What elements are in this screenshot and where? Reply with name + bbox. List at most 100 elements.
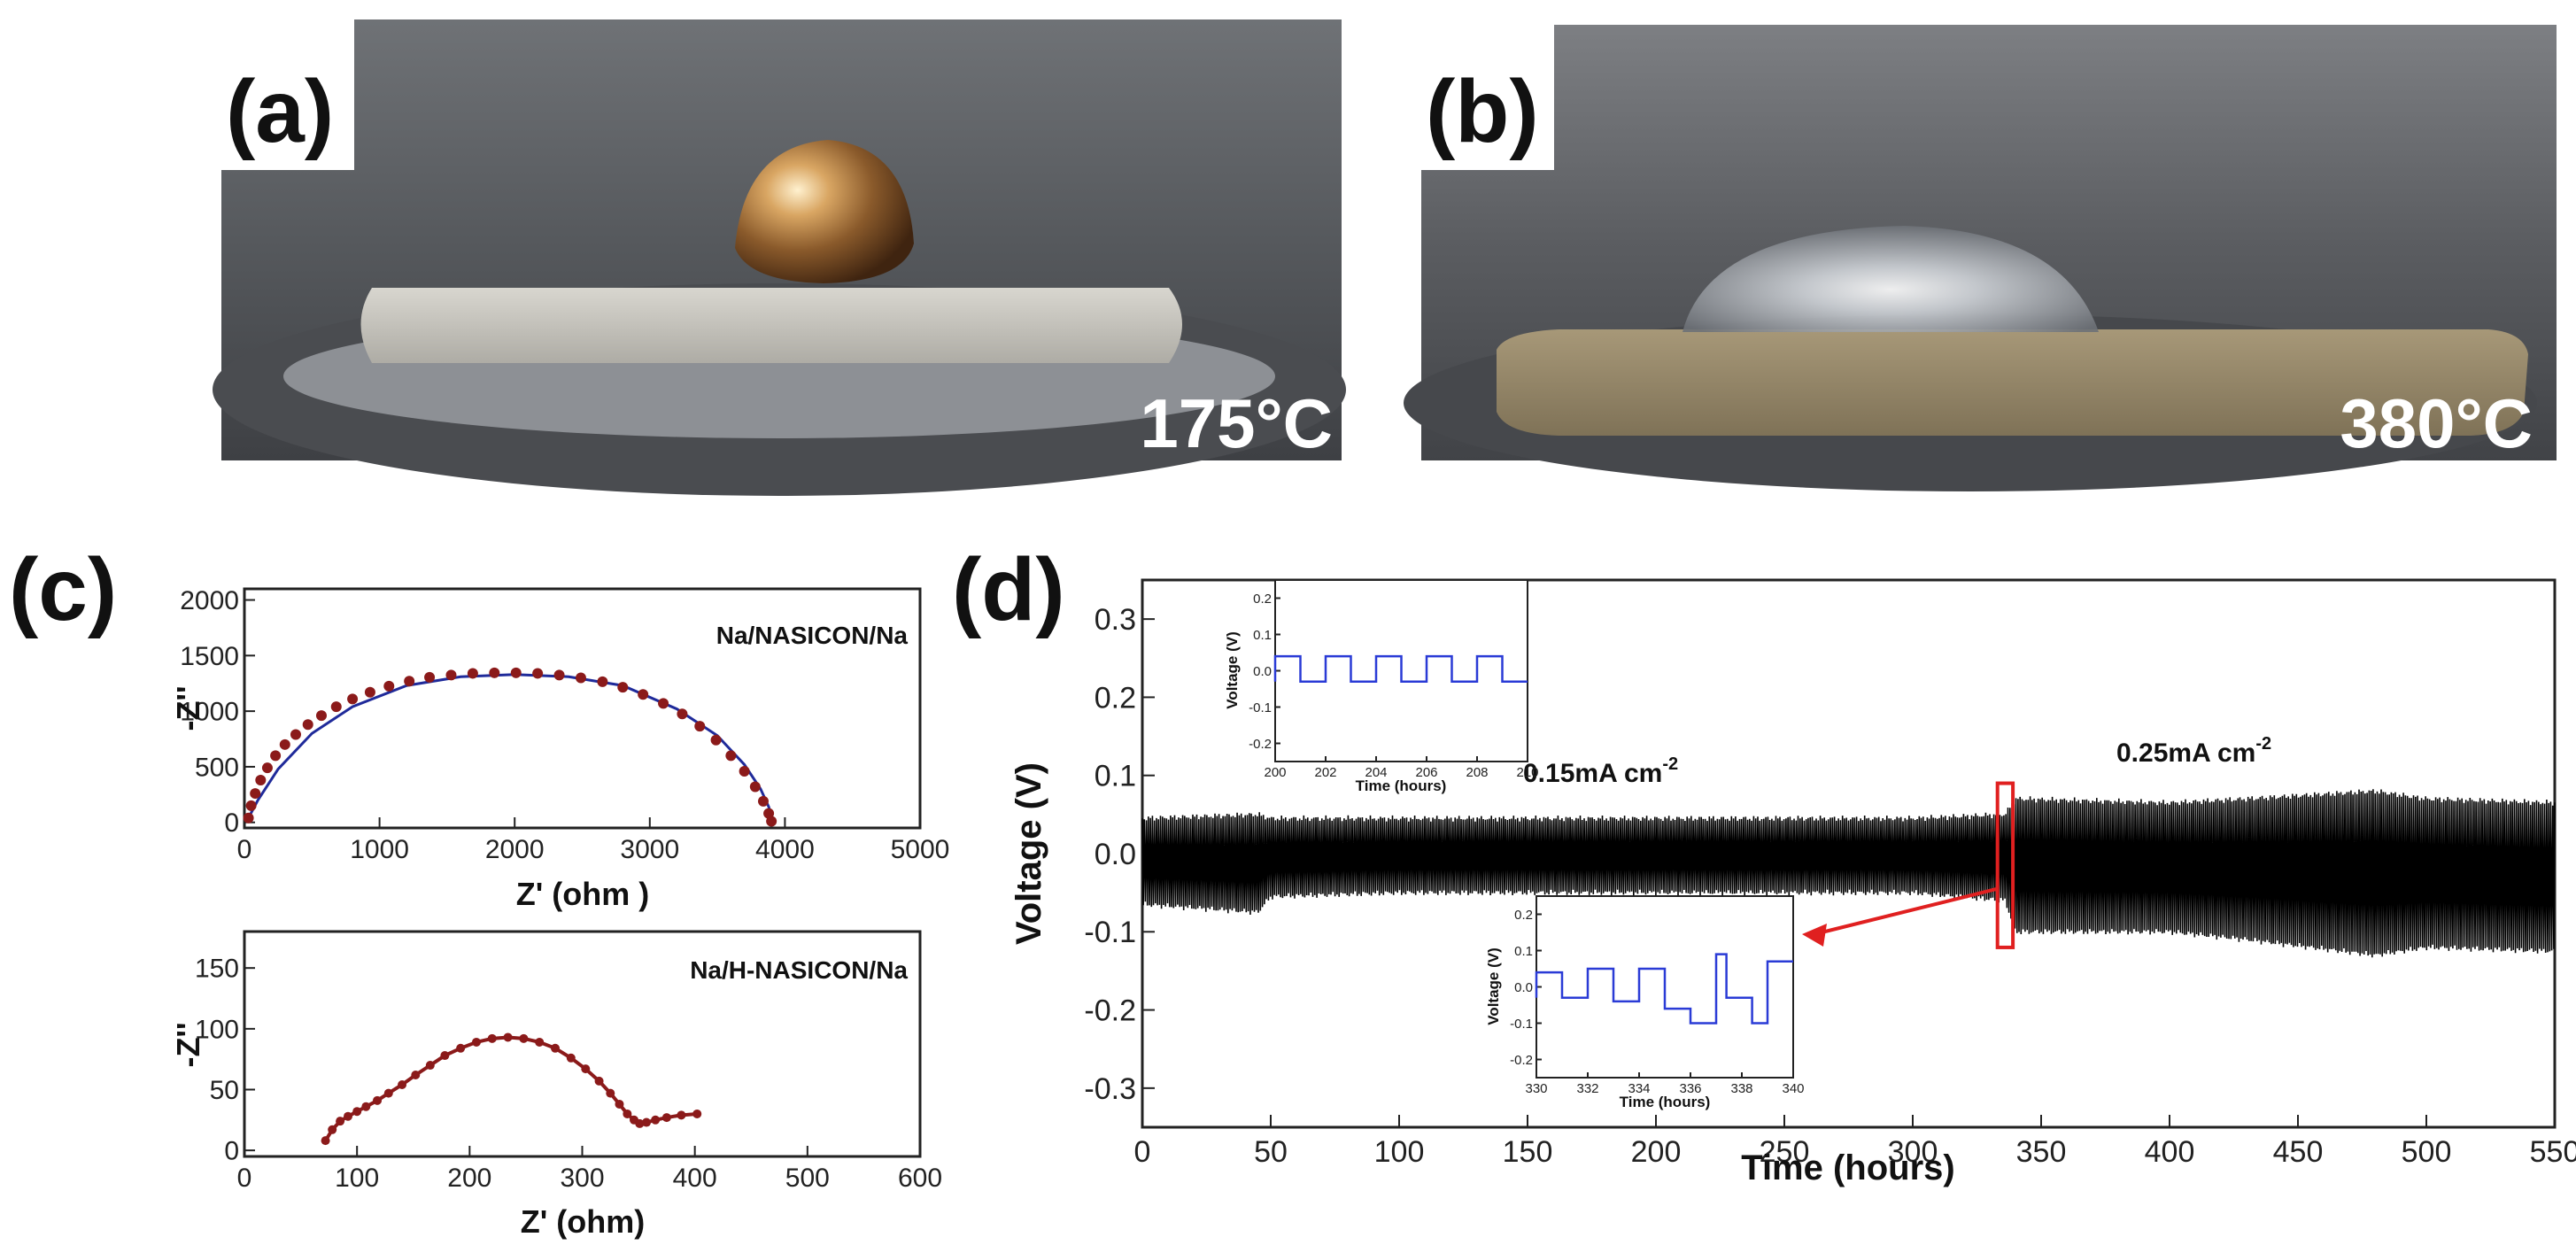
x-tick-label: 250 bbox=[1760, 1135, 1810, 1169]
data-point bbox=[519, 1033, 529, 1043]
x-tick-label: 338 bbox=[1730, 1081, 1752, 1096]
x-tick-label: 0 bbox=[237, 835, 252, 864]
chart-d-annotation-2-text: 0.25mA cm bbox=[2116, 738, 2255, 768]
x-tick-label: 200 bbox=[447, 1164, 491, 1193]
data-point bbox=[255, 775, 267, 785]
highlight-box bbox=[1995, 781, 2015, 949]
data-point bbox=[361, 1102, 371, 1111]
data-point bbox=[343, 1111, 352, 1121]
inset-top-xticks: 200 202 204 206 208 210 bbox=[1264, 756, 1539, 780]
data-point bbox=[677, 1110, 686, 1120]
inset-voltage-line bbox=[1273, 654, 1528, 684]
x-tick-label: 206 bbox=[1415, 765, 1437, 780]
photo-a-nasicon-disc bbox=[360, 288, 1182, 363]
data-point bbox=[440, 1051, 450, 1061]
x-tick-label: 500 bbox=[785, 1164, 830, 1193]
photo-b-molten-sodium bbox=[1683, 226, 2099, 332]
x-tick-label: 50 bbox=[1254, 1135, 1288, 1169]
chart-d-annotation-1-text: 0.15mA cm bbox=[1523, 759, 1662, 788]
data-point bbox=[725, 750, 737, 762]
x-tick-label: 500 bbox=[2402, 1135, 2452, 1169]
y-tick-label: 0.2 bbox=[1514, 908, 1533, 923]
photo-b-nasicon-disc bbox=[1497, 329, 2528, 436]
data-point bbox=[456, 1043, 466, 1053]
y-tick-label: 0.2 bbox=[1253, 592, 1272, 607]
data-point bbox=[279, 738, 290, 750]
data-point bbox=[749, 781, 761, 793]
x-tick-label: 100 bbox=[335, 1164, 379, 1193]
data-point bbox=[302, 719, 313, 731]
y-tick-label: 0.0 bbox=[1095, 838, 1136, 871]
x-tick-label: 3000 bbox=[620, 835, 679, 864]
chart-d-annotation-2-superscript: -2 bbox=[2255, 734, 2271, 754]
panel-a-temperature: 175°C bbox=[1140, 384, 1333, 462]
x-tick-label: 200 bbox=[1264, 765, 1286, 780]
panel-c-label: (c) bbox=[9, 540, 117, 639]
photo-a-sodium-droplet bbox=[735, 140, 914, 283]
data-point bbox=[677, 708, 688, 720]
y-tick-label: 0 bbox=[224, 1137, 239, 1166]
highlight-arrow-head bbox=[1802, 924, 1827, 947]
voltage-trace bbox=[1141, 789, 2556, 958]
x-tick-label: 350 bbox=[2016, 1135, 2067, 1169]
chart-d-plot bbox=[1141, 781, 2556, 958]
x-tick-label: 0 bbox=[237, 1164, 252, 1193]
chart-d-inset-bottom: -0.2 -0.1 0.0 0.1 0.2 330 332 334 336 338 340 Tim… bbox=[1485, 895, 1805, 1110]
y-tick-label: 0.2 bbox=[1095, 681, 1136, 715]
y-tick-label: 100 bbox=[195, 1015, 239, 1044]
data-point bbox=[661, 1113, 671, 1123]
data-point bbox=[575, 672, 586, 684]
x-tick-label: 2000 bbox=[485, 835, 545, 864]
y-tick-label: 1500 bbox=[180, 642, 239, 671]
data-point bbox=[638, 689, 649, 700]
chart-d-xticks: 0 50 100 150 200 250 300 350 400 450 500 550 bbox=[1134, 1115, 2576, 1169]
x-tick-label: 600 bbox=[898, 1164, 942, 1193]
chart-c-bottom-ylabel: -Z'' bbox=[170, 1022, 206, 1067]
data-point bbox=[373, 1095, 383, 1105]
chart-c-top-yticks: 0 500 1000 1500 2000 bbox=[180, 586, 255, 838]
data-point bbox=[757, 795, 769, 807]
data-point bbox=[315, 710, 327, 722]
chart-c-bottom-xlabel: Z' (ohm) bbox=[521, 1203, 646, 1240]
data-point bbox=[424, 671, 436, 683]
chart-d-annotation-1-superscript: -2 bbox=[1662, 754, 1678, 774]
chart-c-bottom-xticks: 0 100 200 300 400 500 600 bbox=[237, 1146, 942, 1193]
x-tick-label: 4000 bbox=[755, 835, 815, 864]
data-point bbox=[739, 765, 750, 777]
inset-bottom-xlabel: Time (hours) bbox=[1620, 1094, 1711, 1110]
data-point bbox=[336, 1117, 345, 1126]
chart-c-top: 0 500 1000 1500 2000 0 1000 2000 3000 4000 5000 N… bbox=[170, 586, 949, 912]
y-tick-label: 0.1 bbox=[1514, 944, 1533, 959]
y-tick-label: -0.1 bbox=[1084, 916, 1136, 949]
chart-d-annotation-2: 0.25mA cm-2 bbox=[2116, 734, 2271, 768]
data-point bbox=[651, 1115, 661, 1125]
data-point bbox=[245, 800, 257, 811]
y-tick-label: -0.2 bbox=[1084, 994, 1136, 1027]
inset-bottom-ylabel: Voltage (V) bbox=[1485, 947, 1502, 1025]
x-tick-label: 202 bbox=[1314, 765, 1336, 780]
chart-c-top-frame bbox=[243, 587, 922, 830]
x-tick-label: 5000 bbox=[891, 835, 950, 864]
data-point bbox=[489, 667, 500, 678]
x-tick-label: 450 bbox=[2273, 1135, 2324, 1169]
data-point bbox=[658, 698, 669, 709]
inset-top-ylabel: Voltage (V) bbox=[1224, 631, 1241, 709]
chart-d-xlabel: Time (hours) bbox=[1741, 1148, 1955, 1187]
y-tick-label: 0.1 bbox=[1253, 628, 1272, 643]
data-point bbox=[398, 1079, 407, 1089]
highlight-arrow-line bbox=[1814, 886, 1999, 936]
data-point bbox=[404, 676, 415, 687]
data-point bbox=[321, 1136, 330, 1146]
data-point bbox=[694, 721, 706, 732]
y-tick-label: -0.1 bbox=[1249, 700, 1272, 715]
data-point bbox=[243, 812, 254, 824]
y-tick-label: 500 bbox=[195, 753, 239, 782]
chart-c-bottom-yticks: 0 50 100 150 bbox=[195, 955, 255, 1166]
data-point bbox=[383, 1088, 393, 1098]
panel-b-label: (b) bbox=[1426, 62, 1539, 161]
data-point bbox=[710, 734, 722, 746]
x-tick-label: 204 bbox=[1365, 765, 1387, 780]
data-point bbox=[692, 1109, 702, 1118]
data-point bbox=[617, 682, 629, 693]
